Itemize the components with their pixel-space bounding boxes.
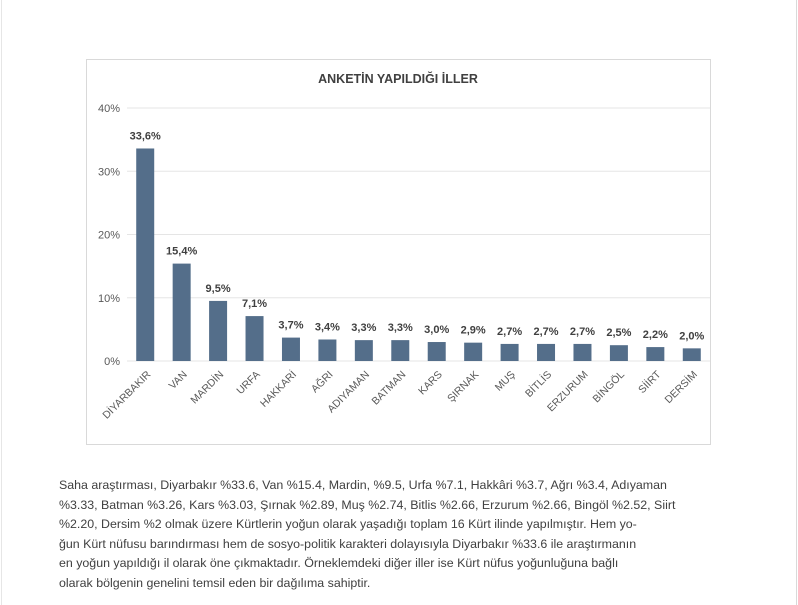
x-tick-label: ŞIRNAK — [445, 369, 481, 405]
bar — [245, 316, 264, 361]
bar — [354, 340, 373, 361]
bar — [318, 339, 337, 361]
y-tick-label: 10% — [98, 293, 120, 305]
page-border-right — [796, 0, 797, 605]
data-label: 2,9% — [461, 325, 486, 337]
page-border-left — [1, 0, 2, 605]
y-tick-label: 20% — [98, 230, 120, 242]
bars — [136, 148, 701, 361]
data-label: 3,3% — [351, 322, 376, 334]
bar — [281, 337, 300, 361]
y-tick-label: 30% — [98, 166, 120, 178]
bar-chart: ANKETİN YAPILDIĞI İLLER 0% 10% 20% 30% 40% 3… — [98, 71, 710, 422]
caption-line: en yoğun yapıldığı il olarak öne çıkmakt… — [59, 556, 619, 571]
y-tick-label: 0% — [104, 356, 120, 368]
bar — [682, 348, 701, 361]
x-tick-label: MARDİN — [188, 368, 226, 406]
x-tick-label: BATMAN — [370, 369, 409, 408]
bar — [427, 342, 446, 361]
bar — [609, 345, 628, 361]
x-tick-label: AĞRI — [308, 368, 335, 395]
caption-line: %3.33, Batman %3.26, Kars %3.03, Şırnak … — [59, 497, 676, 512]
caption-line: %2.20, Dersim %2 olmak üzere Kürtlerin y… — [59, 517, 637, 532]
bar — [573, 343, 592, 361]
x-tick-label: DERSİM — [662, 368, 700, 406]
data-label: 3,0% — [424, 324, 449, 336]
x-tick-label: KARS — [416, 369, 445, 398]
bar — [537, 343, 556, 361]
data-label: 2,7% — [497, 326, 522, 338]
data-label: 3,7% — [278, 320, 303, 332]
data-label: 7,1% — [242, 298, 267, 310]
data-label: 2,5% — [606, 327, 631, 339]
caption-line: Saha araştırması, Diyarbakır %33.6, Van … — [59, 478, 667, 492]
bar — [391, 340, 410, 361]
x-tick-label: HAKKARİ — [257, 368, 299, 410]
caption-line: ğun Kürt nüfusu barındırması hem de sosy… — [59, 536, 637, 551]
data-labels: 33,6% 15,4% 9,5% 7,1% 3,7% 3,4% 3,3% 3,3% 3,0% 2,… — [130, 130, 705, 342]
bar — [646, 347, 665, 361]
data-label: 2,2% — [643, 329, 668, 341]
bar — [500, 343, 519, 361]
x-tick-label: BİNGÖL — [590, 368, 627, 405]
data-label: 33,6% — [130, 130, 161, 142]
chart-frame: ANKETİN YAPILDIĞI İLLER 0% 10% 20% 30% 40% 3… — [86, 59, 711, 445]
data-label: 3,3% — [388, 322, 413, 334]
data-label: 2,7% — [533, 326, 558, 338]
bar — [136, 148, 155, 361]
data-label: 15,4% — [166, 246, 197, 258]
bar — [172, 263, 191, 361]
bar — [464, 342, 483, 361]
x-tick-label: DİYARBAKIR — [100, 368, 154, 422]
caption-text: Saha araştırması, Diyarbakır %33.6, Van … — [59, 476, 769, 594]
data-label: 2,7% — [570, 326, 595, 338]
x-tick-label: VAN — [167, 369, 190, 392]
y-tick-label: 40% — [98, 103, 120, 115]
chart-title: ANKETİN YAPILDIĞI İLLER — [318, 71, 478, 86]
data-label: 2,0% — [679, 330, 704, 342]
x-tick-label: SİİRT — [635, 368, 663, 396]
x-tick-label: MUŞ — [493, 369, 518, 394]
y-axis-ticks: 0% 10% 20% 30% 40% — [98, 103, 120, 368]
data-label: 9,5% — [206, 283, 231, 295]
caption-line: olarak bölgenin genelini temsil eden bir… — [59, 575, 371, 590]
bar — [209, 300, 228, 361]
x-tick-label: URFA — [234, 369, 262, 397]
data-label: 3,4% — [315, 321, 340, 333]
x-tick-label: BİTLİS — [522, 368, 554, 400]
